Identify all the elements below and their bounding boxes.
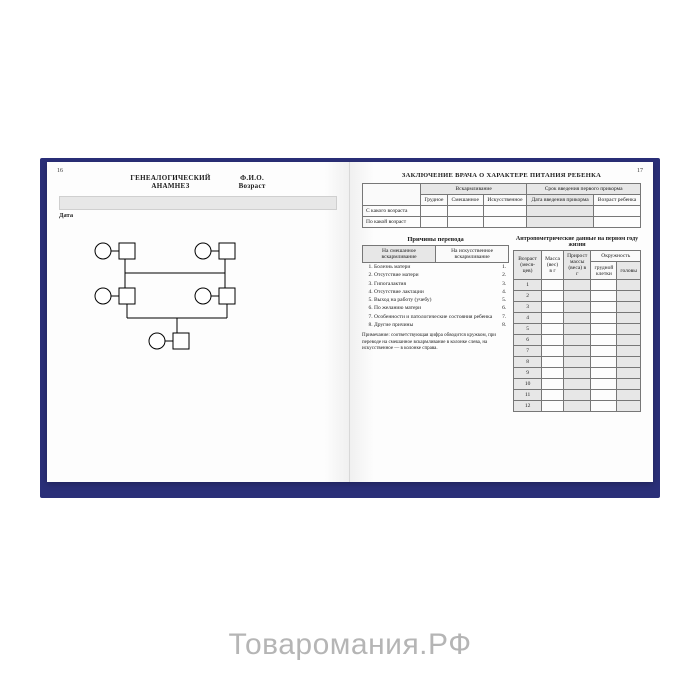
anthro-row: 10 [514, 379, 641, 390]
ac-head: головы [617, 262, 641, 280]
feeding-group: Вскармливание [421, 184, 527, 195]
reason-item: Отсутствие матери [374, 271, 492, 279]
reasons-title: Причины перевода [362, 236, 509, 243]
anthro-row: 9 [514, 368, 641, 379]
anthro-row: 11 [514, 390, 641, 401]
row-to-age: По какой возраст [363, 217, 421, 228]
page-number-left: 16 [57, 168, 63, 174]
reason-item: Другие причины [374, 321, 492, 329]
stage: 16 ГЕНЕАЛОГИЧЕСКИЙ АНАМНЕЗ Ф.И.О. Возрас… [0, 0, 700, 700]
anthro-row: 6 [514, 335, 641, 346]
reason-num: 1. [502, 263, 506, 271]
reason-item: По желанию матери [374, 304, 492, 312]
note-label: Примечание: [362, 333, 390, 338]
reason-num: 7. [502, 313, 506, 321]
open-book: 16 ГЕНЕАЛОГИЧЕСКИЙ АНАМНЕЗ Ф.И.О. Возрас… [47, 162, 653, 482]
ac-gain: Прирост массы (веса) в г [563, 251, 590, 280]
right-title: ЗАКЛЮЧЕНИЕ ВРАЧА О ХАРАКТЕРЕ ПИТАНИЯ РЕБ… [362, 172, 641, 179]
age-label: Возраст [239, 182, 266, 190]
page-number-right: 17 [637, 168, 643, 174]
ac-mass: Масса (вес) в г [542, 251, 564, 280]
col-prikorm-date: Дата введения прикорма [527, 195, 594, 206]
ac-circ: Окружность [591, 251, 641, 262]
reason-num: 2. [502, 271, 506, 279]
page-right: 17 ЗАКЛЮЧЕНИЕ ВРАЧА О ХАРАКТЕРЕ ПИТАНИЯ … [350, 162, 653, 482]
left-title-1: ГЕНЕАЛОГИЧЕСКИЙ [130, 174, 210, 182]
reason-item: Болезнь матери [374, 263, 492, 271]
left-grey-bar [59, 196, 337, 210]
reasons-head: На смешанное вскармливание На искусствен… [362, 245, 509, 263]
left-title-2: АНАМНЕЗ [130, 182, 210, 190]
anthro-row: 7 [514, 346, 641, 357]
reason-item: Особенности и патологические состояния р… [374, 313, 492, 321]
fio-label: Ф.И.О. [239, 174, 266, 182]
reason-num: 8. [502, 321, 506, 329]
watermark: Товаромания.РФ [0, 628, 700, 662]
prikorm-group: Срок введения первого прикорма [527, 184, 641, 195]
anthro-row: 2 [514, 291, 641, 302]
anthro-row: 3 [514, 302, 641, 313]
left-header-row: ГЕНЕАЛОГИЧЕСКИЙ АНАМНЕЗ Ф.И.О. Возраст [59, 174, 337, 190]
reason-num: 6. [502, 304, 506, 312]
anthro-title: Антропометрические данные на первом году… [513, 236, 641, 248]
reasons-list-left: Болезнь материОтсутствие материГипогалак… [362, 263, 492, 329]
reason-item: Выход на работу (учебу) [374, 296, 492, 304]
reasons-col2: На искусственное вскармливание [436, 246, 509, 263]
anthro-row: 12 [514, 401, 641, 412]
reason-num: 3. [502, 280, 506, 288]
reason-num: 5. [502, 296, 506, 304]
reasons-col1: На смешанное вскармливание [363, 246, 436, 263]
feeding-table: Вскармливание Срок введения первого прик… [362, 183, 641, 228]
col-iskusstvennoe: Искусственное [483, 195, 527, 206]
note: Примечание: соответствующая цифра обводи… [362, 333, 509, 353]
tree-svg [59, 233, 319, 373]
anthro-row: 4 [514, 313, 641, 324]
anthro-table: Возраст (меся-цев) Масса (вес) в г Приро… [513, 250, 641, 412]
reason-item: Гипогалактия [374, 280, 492, 288]
ac-age: Возраст (меся-цев) [514, 251, 542, 280]
reason-num: 4. [502, 288, 506, 296]
date-label: Дата [59, 212, 337, 219]
genealogy-tree [59, 233, 337, 375]
col-smeshannoe: Смешанное [447, 195, 483, 206]
anthro-row: 1 [514, 280, 641, 291]
reasons-list-right: 1.2.3.4.5.6.7.8. [498, 263, 506, 329]
col-prikorm-age: Возраст ребенка [593, 195, 640, 206]
anthro-row: 5 [514, 324, 641, 335]
reasons-lists: Болезнь материОтсутствие материГипогалак… [362, 263, 509, 329]
row-from-age: С какого возраста [363, 206, 421, 217]
col-grudnoe: Грудное [421, 195, 448, 206]
ac-chest: грудной клетки [591, 262, 617, 280]
reason-item: Отсутствие лактации [374, 288, 492, 296]
page-left: 16 ГЕНЕАЛОГИЧЕСКИЙ АНАМНЕЗ Ф.И.О. Возрас… [47, 162, 350, 482]
anthro-row: 8 [514, 357, 641, 368]
